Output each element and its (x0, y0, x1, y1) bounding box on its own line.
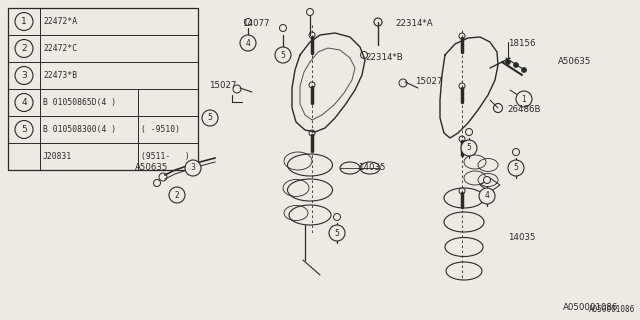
Circle shape (465, 129, 472, 135)
Text: 3: 3 (21, 71, 27, 80)
Circle shape (513, 62, 518, 68)
Text: 1: 1 (21, 17, 27, 26)
Circle shape (522, 68, 527, 73)
Text: 22472*A: 22472*A (43, 17, 77, 26)
Text: B 010508300(4 ): B 010508300(4 ) (43, 125, 116, 134)
Text: 5: 5 (467, 143, 472, 153)
Text: 5: 5 (335, 228, 339, 237)
Circle shape (459, 33, 465, 39)
Circle shape (280, 25, 287, 31)
Text: 5: 5 (207, 114, 212, 123)
Circle shape (399, 79, 407, 87)
Circle shape (459, 83, 465, 89)
Circle shape (516, 91, 532, 107)
Text: 2: 2 (21, 44, 27, 53)
Text: A50635: A50635 (135, 164, 168, 172)
Circle shape (329, 225, 345, 241)
Text: 22473*B: 22473*B (43, 71, 77, 80)
Text: 18156: 18156 (508, 38, 536, 47)
Circle shape (309, 32, 315, 38)
Circle shape (159, 173, 167, 181)
Text: 5: 5 (513, 164, 518, 172)
Text: A050001086: A050001086 (589, 305, 635, 314)
Text: 14035: 14035 (358, 164, 385, 172)
Circle shape (479, 188, 495, 204)
Text: 15027: 15027 (415, 77, 442, 86)
Circle shape (506, 60, 511, 65)
Circle shape (202, 110, 218, 126)
Text: (9511-   ): (9511- ) (141, 152, 189, 161)
Circle shape (169, 187, 185, 203)
Text: A050001086: A050001086 (563, 303, 618, 313)
Circle shape (307, 9, 314, 15)
Circle shape (154, 180, 161, 187)
Text: 22472*C: 22472*C (43, 44, 77, 53)
Circle shape (513, 148, 520, 156)
Text: 22314*A: 22314*A (395, 19, 433, 28)
Circle shape (244, 19, 252, 26)
Circle shape (275, 47, 291, 63)
Circle shape (309, 130, 315, 136)
Text: 5: 5 (21, 125, 27, 134)
Circle shape (508, 160, 524, 176)
Text: 14035: 14035 (508, 233, 536, 242)
Text: 14077: 14077 (243, 19, 270, 28)
Circle shape (459, 136, 465, 142)
Circle shape (461, 140, 477, 156)
Text: 4: 4 (21, 98, 27, 107)
Text: 4: 4 (484, 191, 490, 201)
Circle shape (360, 52, 367, 59)
Circle shape (483, 177, 490, 183)
Text: 2: 2 (175, 190, 179, 199)
Circle shape (309, 82, 315, 88)
Circle shape (185, 160, 201, 176)
Text: 26486B: 26486B (507, 105, 541, 114)
Text: 3: 3 (191, 164, 195, 172)
Text: J20831: J20831 (43, 152, 72, 161)
Text: 15027: 15027 (209, 81, 237, 90)
Circle shape (374, 18, 382, 26)
Circle shape (333, 213, 340, 220)
Text: ( -9510): ( -9510) (141, 125, 180, 134)
Text: 22314*B: 22314*B (365, 53, 403, 62)
Circle shape (493, 103, 502, 113)
Text: 4: 4 (246, 38, 250, 47)
Circle shape (459, 188, 465, 194)
Text: B 01050865D(4 ): B 01050865D(4 ) (43, 98, 116, 107)
Circle shape (240, 35, 256, 51)
Text: 1: 1 (522, 94, 526, 103)
Text: 5: 5 (280, 51, 285, 60)
Circle shape (233, 85, 241, 93)
Text: A50635: A50635 (558, 58, 591, 67)
